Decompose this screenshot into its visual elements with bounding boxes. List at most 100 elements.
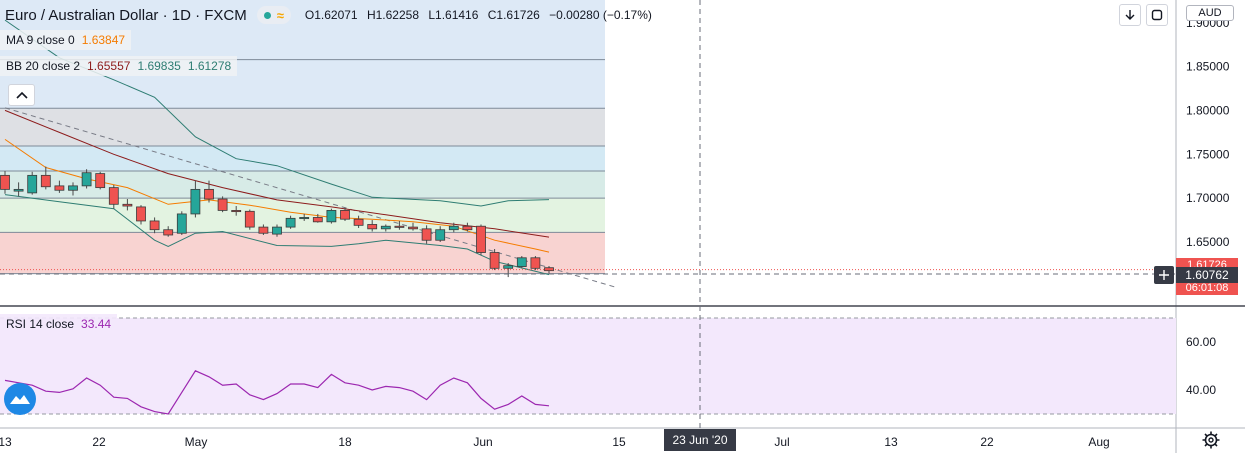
candle-up (516, 257, 527, 267)
candle-down (421, 228, 432, 241)
download-button[interactable] (1119, 4, 1141, 26)
time-tick-label: 18 (338, 435, 352, 449)
bb-label: BB 20 close 2 (6, 59, 81, 73)
rsi-band (0, 318, 1176, 414)
candle-up (435, 229, 446, 241)
candle-down (394, 225, 405, 228)
candle-up (326, 210, 337, 223)
candle-up (380, 225, 391, 230)
time-tick-label: 22 (92, 435, 106, 449)
market-open-icon (263, 11, 271, 19)
rsi-label: RSI 14 close (6, 317, 75, 331)
close-value: C1.61726 (487, 8, 540, 22)
gear-icon[interactable] (1201, 430, 1221, 450)
chevron-up-icon (15, 91, 28, 99)
candle-up (272, 226, 282, 235)
candle-down (122, 203, 133, 207)
symbol-title[interactable]: Euro / Australian Dollar · 1D · FXCM (5, 6, 247, 24)
candle-up (68, 185, 78, 191)
crosshair-price-tag: 1.60762 (1176, 267, 1238, 283)
candle-down (244, 210, 255, 228)
candle-down (312, 217, 323, 223)
candle-down (476, 225, 486, 253)
candle-down (0, 174, 10, 190)
open-value: O1.62071 (304, 8, 358, 22)
price-tick-label: 1.70000 (1186, 191, 1230, 205)
rsi-legend[interactable]: RSI 14 close 33.44 (0, 314, 118, 334)
candle-down (163, 229, 174, 236)
candle-up (503, 265, 514, 269)
candle-down (258, 226, 269, 234)
high-value: H1.62258 (366, 8, 419, 22)
rsi-tick-label: 60.00 (1186, 335, 1216, 349)
candle-up (27, 174, 38, 194)
candle-down (108, 187, 119, 205)
candle-down (54, 185, 65, 191)
candle-down (489, 252, 500, 269)
bb-legend[interactable]: BB 20 close 2 1.65557 1.69835 1.61278 (0, 56, 238, 76)
candle-up (13, 188, 24, 192)
tradingview-logo[interactable] (4, 383, 36, 415)
ma-legend[interactable]: MA 9 close 0 1.63847 (0, 30, 132, 50)
fib-zone (0, 198, 605, 233)
time-tick-label: 22 (980, 435, 994, 449)
time-tick-label: Jun (473, 435, 492, 449)
ma-label: MA 9 close 0 (6, 33, 75, 47)
bb-mid-value: 1.65557 (87, 59, 131, 73)
fib-zone (0, 145, 605, 171)
bar-countdown-tag: 06:01:08 (1176, 281, 1238, 295)
candle-up (176, 213, 187, 234)
currency-label[interactable]: AUD (1186, 5, 1234, 21)
candle-up (448, 225, 459, 231)
candle-down (149, 220, 160, 231)
candle-up (299, 217, 310, 220)
bb-upper-value: 1.69835 (137, 59, 181, 73)
candle-down (136, 206, 146, 222)
ohlc-readout: O1.62071 H1.62258 L1.61416 C1.61726 −0.0… (305, 8, 658, 22)
fullscreen-icon (1151, 9, 1163, 21)
time-tick-label: 13 (884, 435, 898, 449)
plus-icon (1159, 270, 1169, 280)
collapse-legend-button[interactable] (8, 84, 35, 106)
fib-zone (0, 108, 605, 146)
change-value: −0.00280 (−0.17%) (549, 8, 652, 22)
time-tick-label: 15 (612, 435, 626, 449)
ma-value: 1.63847 (81, 33, 126, 47)
bb-mid-line (4, 109, 550, 238)
candle-down (462, 225, 473, 231)
bb-lower-value: 1.61278 (187, 59, 232, 73)
candle-up (81, 172, 92, 187)
time-tick-label: May (185, 435, 208, 449)
trend-line (4, 107, 618, 289)
fullscreen-button[interactable] (1146, 4, 1168, 26)
data-delay-icon: ≈ (276, 7, 284, 23)
rsi-value: 33.44 (81, 317, 112, 331)
market-status-pill[interactable]: ≈ (256, 6, 291, 24)
candle-down (408, 226, 418, 230)
candle-down (40, 174, 51, 188)
bb-lower-line (4, 194, 550, 276)
crosshair-date-tag: 23 Jun '20 (664, 429, 736, 451)
arrow-down-icon (1125, 10, 1135, 20)
candle-down (231, 210, 242, 213)
candle-down (367, 224, 378, 230)
candle-up (285, 217, 296, 228)
price-tick-label: 1.75000 (1186, 147, 1230, 161)
time-tick-label: Aug (1088, 435, 1109, 449)
low-value: L1.61416 (428, 8, 479, 22)
chart-header: Euro / Australian Dollar · 1D · FXCM ≈ O… (5, 4, 658, 26)
time-tick-label: 13 (0, 435, 12, 449)
candle-down (530, 257, 541, 269)
candle-down (340, 210, 350, 220)
time-tick-label: Jul (774, 435, 789, 449)
candle-down (353, 218, 364, 226)
rsi-line (4, 370, 550, 415)
candle-up (190, 188, 201, 215)
rsi-tick-label: 40.00 (1186, 383, 1216, 397)
candle-down (217, 198, 228, 211)
candle-down (95, 173, 106, 189)
price-tick-label: 1.85000 (1186, 60, 1230, 74)
candle-down (204, 188, 214, 200)
logo-icon (10, 395, 30, 404)
